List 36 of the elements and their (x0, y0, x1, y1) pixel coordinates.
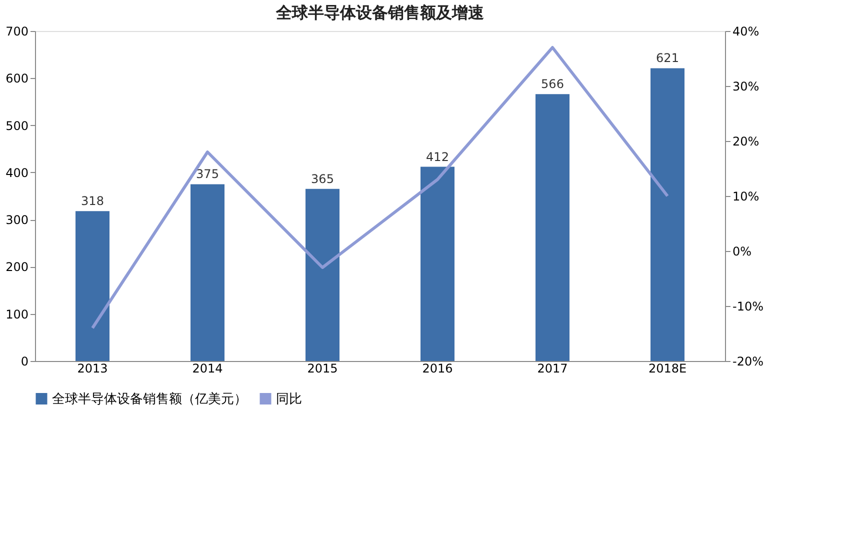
y2-tick-label: 10% (732, 190, 760, 204)
legend-label: 全球半导体设备销售额（亿美元） (52, 390, 247, 407)
y-tick-label: 400 (6, 166, 28, 180)
data-label: 318 (81, 194, 104, 208)
bar (420, 166, 454, 361)
y-tick-label: 500 (6, 118, 28, 133)
data-label: 365 (311, 172, 334, 186)
data-label: 566 (541, 77, 564, 92)
x-tick-label: 2015 (307, 362, 338, 376)
x-tick-label: 2013 (77, 362, 108, 376)
bar (76, 211, 110, 361)
legend-label: 同比 (276, 392, 302, 407)
data-label: 412 (426, 150, 449, 164)
x-tick-label: 2014 (192, 362, 223, 376)
chart-title: 全球半导体设备销售额及增速 (275, 3, 485, 22)
x-tick-label: 2017 (537, 362, 568, 376)
bar (536, 94, 570, 361)
y2-tick-label: 30% (732, 80, 760, 94)
y-tick-label: 0 (20, 354, 28, 368)
bar (306, 188, 340, 361)
y2-tick-label: -20% (732, 354, 764, 368)
y2-tick-label: 0% (732, 244, 752, 258)
x-tick-label: 2016 (422, 362, 453, 376)
y2-tick-label: 40% (732, 24, 760, 38)
y-tick-label: 300 (6, 213, 28, 228)
y-tick-label: 700 (6, 24, 28, 38)
y2-tick-label: 20% (732, 134, 760, 148)
y2-tick-label: -10% (732, 300, 764, 314)
data-label: 375 (196, 167, 219, 182)
x-tick-label: 2018E (648, 362, 687, 376)
y-tick-label: 100 (6, 307, 28, 322)
y-tick-label: 600 (6, 72, 28, 86)
y-tick-label: 200 (6, 260, 28, 274)
bar (650, 68, 684, 361)
bar (190, 184, 224, 361)
data-label: 621 (656, 51, 679, 66)
